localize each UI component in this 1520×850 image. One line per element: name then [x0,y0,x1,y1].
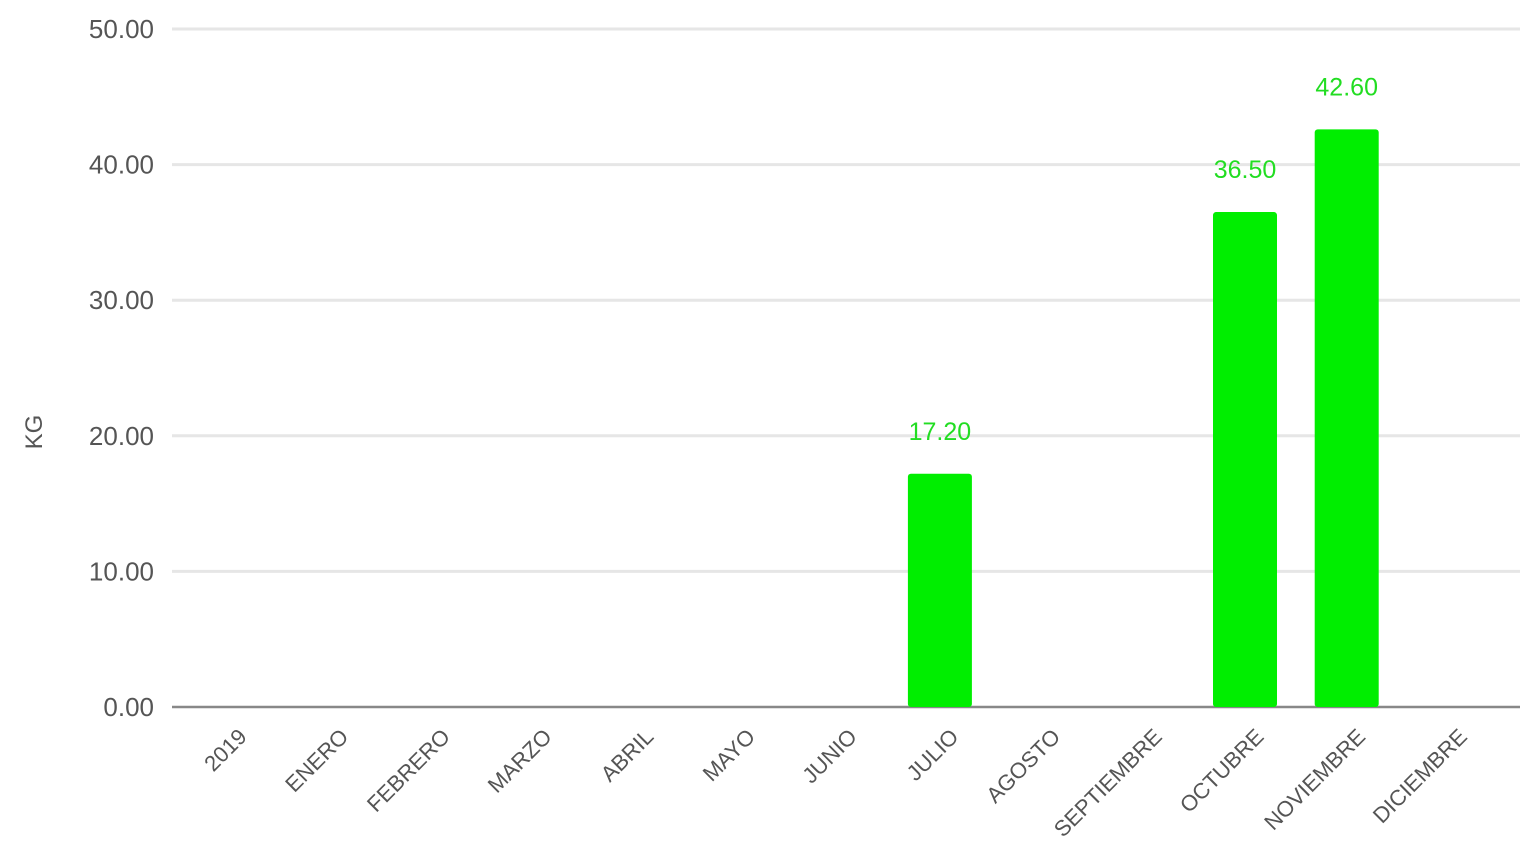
bar-noviembre [1314,129,1379,707]
x-tick-label: OCTUBRE [1175,724,1269,818]
x-tick-label: JULIO [902,724,964,786]
y-tick-label: 20.00 [89,421,154,451]
x-tick-label: 2019 [199,724,251,776]
y-axis-label: KG [21,415,48,450]
bar-octubre [1213,212,1277,707]
gridlines [172,27,1520,709]
x-tick-label: AGOSTO [981,724,1065,808]
y-tick-label: 30.00 [89,285,154,315]
x-tick-label: ABRIL [596,724,659,787]
x-tick-label: MARZO [483,724,557,798]
data-label: 42.60 [1315,73,1378,101]
x-tick-label: DICIEMBRE [1368,724,1472,828]
bars [907,129,1379,707]
data-label: 36.50 [1214,156,1277,184]
y-tick-label: 40.00 [89,150,154,180]
y-tick-label: 50.00 [89,14,154,44]
bar-julio [907,473,972,707]
data-label: 17.20 [909,418,972,446]
x-tick-label: FEBRERO [362,724,455,817]
x-tick-label: ENERO [280,724,353,797]
y-axis-ticks: 0.00 10.00 20.00 30.00 40.00 50.00 [89,14,154,722]
x-tick-label: JUNIO [797,724,861,788]
data-labels: 17.20 36.50 42.60 [909,73,1378,445]
y-tick-label: 10.00 [89,556,154,586]
y-tick-label: 0.00 [103,692,154,722]
x-tick-label: NOVIEMBRE [1259,724,1370,835]
x-tick-label: MAYO [698,724,760,786]
x-tick-label: SEPTIEMBRE [1049,724,1167,842]
x-axis-ticks: 2019 ENERO FEBRERO MARZO ABRIL MAYO JUNIO JULIO… [199,724,1472,842]
